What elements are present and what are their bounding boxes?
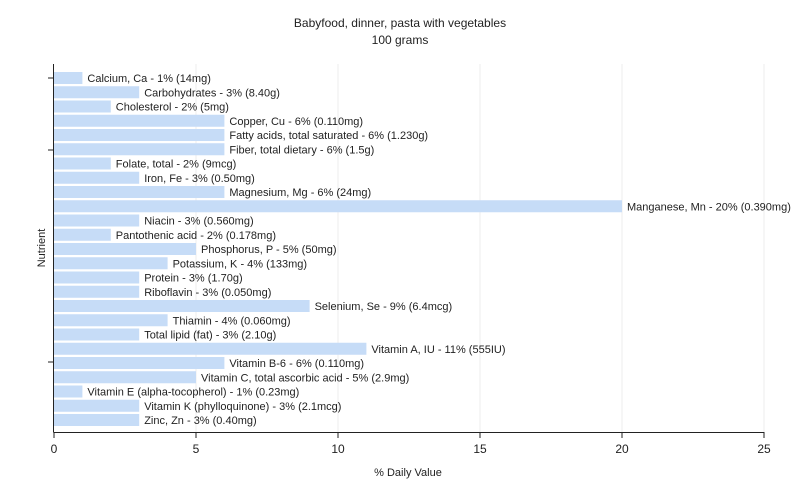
x-axis-label: % Daily Value xyxy=(374,467,442,479)
bar xyxy=(54,100,111,113)
bar xyxy=(54,285,140,298)
x-tick-label: 20 xyxy=(615,442,629,456)
bar xyxy=(54,186,225,198)
bar-label: Selenium, Se - 9% (6.4mcg) xyxy=(315,301,453,313)
bar xyxy=(54,257,168,270)
bar-label: Copper, Cu - 6% (0.110mg) xyxy=(229,116,363,128)
bar-label: Riboflavin - 3% (0.050mg) xyxy=(144,287,271,299)
bar xyxy=(54,157,111,170)
bar xyxy=(54,271,140,284)
bar-label: Manganese, Mn - 20% (0.390mg) xyxy=(627,201,791,213)
chart-title: Babyfood, dinner, pasta with vegetables xyxy=(293,16,507,30)
bar xyxy=(54,385,83,398)
bar-label: Magnesium, Mg - 6% (24mg) xyxy=(229,187,371,199)
bar xyxy=(54,342,367,355)
bar xyxy=(54,314,168,327)
axes xyxy=(48,64,764,433)
bar-label: Calcium, Ca - 1% (14mg) xyxy=(87,73,210,85)
x-ticks: 0 5 10 15 20 25 xyxy=(51,432,771,456)
bar-label: Vitamin A, IU - 11% (555IU) xyxy=(371,344,505,356)
bar xyxy=(54,129,225,141)
bar-label: Pantothenic acid - 2% (0.178mg) xyxy=(116,230,276,242)
bar xyxy=(54,414,140,426)
bar-label: Vitamin K (phylloquinone) - 3% (2.1mcg) xyxy=(144,401,341,413)
bar-label: Vitamin E (alpha-tocopherol) - 1% (0.23m… xyxy=(87,387,299,399)
bar-label: Phosphorus, P - 5% (50mg) xyxy=(201,244,337,256)
bar-label: Thiamin - 4% (0.060mg) xyxy=(173,315,291,327)
bar-label: Cholesterol - 2% (5mg) xyxy=(116,102,229,114)
bar-label: Zinc, Zn - 3% (0.40mg) xyxy=(144,415,256,427)
bar xyxy=(54,228,111,241)
x-tick-label: 0 xyxy=(51,442,58,456)
bar-label: Niacin - 3% (0.560mg) xyxy=(144,216,253,228)
bar xyxy=(54,171,140,184)
bar-label: Total lipid (fat) - 3% (2.10g) xyxy=(144,330,276,342)
bar-label: Vitamin C, total ascorbic acid - 5% (2.9… xyxy=(201,372,409,384)
x-tick-label: 5 xyxy=(193,442,200,456)
bar xyxy=(54,399,140,412)
bar xyxy=(54,72,83,84)
bar-label: Folate, total - 2% (9mcg) xyxy=(116,159,236,171)
x-tick-label: 15 xyxy=(473,442,487,456)
bar-label: Potassium, K - 4% (133mg) xyxy=(173,258,308,270)
bar xyxy=(54,357,225,369)
bar xyxy=(54,114,225,127)
bar-label: Fiber, total dietary - 6% (1.5g) xyxy=(229,144,374,156)
bar xyxy=(54,143,225,156)
bar xyxy=(54,214,140,227)
bar xyxy=(54,371,196,384)
bars: Calcium, Ca - 1% (14mg) Carbohydrates - 3… xyxy=(54,72,791,427)
bar xyxy=(54,86,140,99)
bar xyxy=(54,328,140,341)
x-tick-label: 10 xyxy=(331,442,345,456)
bar-label: Protein - 3% (1.70g) xyxy=(144,273,242,285)
y-axis-label: Nutrient xyxy=(36,229,48,268)
bar-label: Iron, Fe - 3% (0.50mg) xyxy=(144,173,255,185)
bar xyxy=(54,200,622,213)
bar-label: Fatty acids, total saturated - 6% (1.230… xyxy=(229,130,428,142)
chart-subtitle: 100 grams xyxy=(371,33,429,47)
bar xyxy=(54,243,196,255)
bar-label: Carbohydrates - 3% (8.40g) xyxy=(144,87,280,99)
bar xyxy=(54,300,310,312)
x-tick-label: 25 xyxy=(757,442,771,456)
bar-label: Vitamin B-6 - 6% (0.110mg) xyxy=(229,358,364,370)
